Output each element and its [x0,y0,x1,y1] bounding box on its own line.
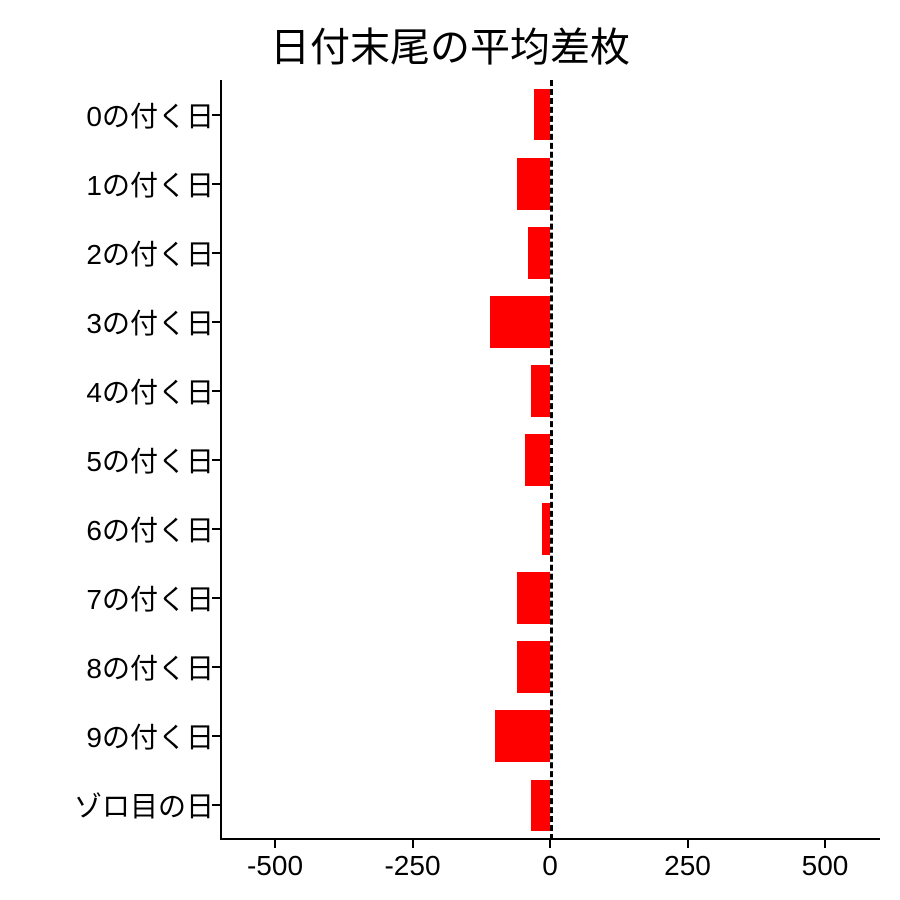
chart-title: 日付末尾の平均差枚 [0,15,900,73]
zero-reference-line [550,80,553,840]
y-tick-label: 7の付く日 [86,578,220,618]
y-tick-label: 1の付く日 [86,164,220,204]
plot-area: 0の付く日1の付く日2の付く日3の付く日4の付く日5の付く日6の付く日7の付く日… [220,80,880,840]
y-tick-label: 2の付く日 [86,233,220,273]
y-tick-label: 6の付く日 [86,509,220,549]
x-tick-label: -500 [247,840,303,882]
bar [528,227,550,279]
y-tick-label: 9の付く日 [86,716,220,756]
y-tick-label: ゾロ目の日 [74,785,220,825]
bar [542,503,550,555]
bar [534,89,551,141]
bar [517,572,550,624]
y-tick-label: 4の付く日 [86,371,220,411]
bar [490,296,551,348]
y-axis-line [220,80,222,840]
y-tick-label: 3の付く日 [86,302,220,342]
x-tick-label: 250 [664,840,711,882]
x-tick-label: 500 [802,840,849,882]
y-tick-label: 8の付く日 [86,647,220,687]
y-tick-label: 0の付く日 [86,95,220,135]
x-tick-label: 0 [542,840,558,882]
bar [495,710,550,762]
bar [525,434,550,486]
bar [531,780,550,832]
bar [517,158,550,210]
x-tick-label: -250 [384,840,440,882]
y-tick-label: 5の付く日 [86,440,220,480]
bar [531,365,550,417]
bar [517,641,550,693]
